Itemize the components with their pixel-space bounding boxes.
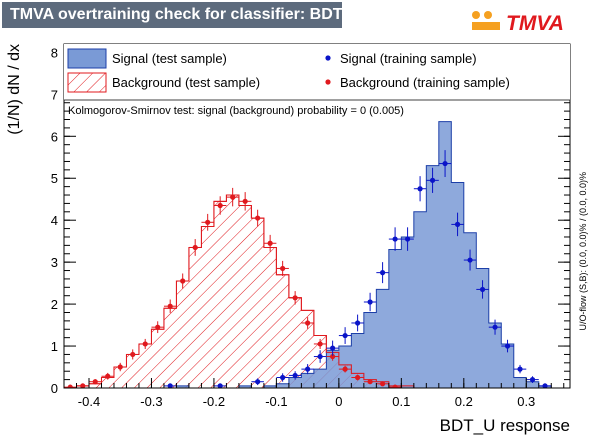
legend-box bbox=[64, 44, 570, 100]
x-tick-label: -0.1 bbox=[265, 394, 287, 409]
y-tick-label: 0 bbox=[51, 381, 58, 396]
signal-train-point bbox=[317, 353, 323, 360]
signal-train-point bbox=[305, 366, 311, 372]
signal-train-point bbox=[355, 320, 361, 326]
background-train-point bbox=[255, 215, 261, 221]
y-tick-label: 8 bbox=[51, 45, 58, 60]
x-axis-title: BDT_U response bbox=[440, 416, 570, 435]
background-train-point bbox=[330, 353, 336, 360]
y-tick-label: 5 bbox=[51, 171, 58, 186]
signal-train-point bbox=[167, 383, 173, 388]
signal-train-point bbox=[467, 257, 473, 263]
tmva-logo: TMVA bbox=[472, 11, 564, 35]
x-tick-label: -0.4 bbox=[78, 394, 100, 409]
y-tick-label: 2 bbox=[51, 297, 58, 312]
background-train-point bbox=[392, 384, 398, 388]
signal-train-point bbox=[529, 377, 536, 383]
background-train-point bbox=[205, 219, 211, 225]
signal-train-point bbox=[280, 374, 286, 381]
background-train-point bbox=[292, 295, 298, 301]
background-train-point bbox=[355, 374, 361, 381]
background-train-point bbox=[342, 366, 348, 372]
background-train-point bbox=[230, 194, 236, 200]
y-tick-label: 6 bbox=[51, 129, 58, 144]
background-train-point bbox=[92, 379, 98, 385]
signal-train-point bbox=[517, 366, 523, 372]
y-tick-label: 4 bbox=[51, 213, 58, 228]
ks-test-annotation: Kolmogorov-Smirnov test: signal (backgro… bbox=[68, 105, 404, 117]
overflow-note: U/O-flow (S,B): (0.0, 0.0)% / (0.0, 0.0)… bbox=[578, 172, 588, 331]
signal-train-point bbox=[404, 236, 411, 242]
background-train-point bbox=[80, 383, 86, 388]
background-train-point bbox=[67, 384, 73, 388]
background-train-point bbox=[379, 381, 386, 387]
signal-train-point bbox=[392, 236, 398, 242]
signal-train-point bbox=[454, 221, 461, 227]
signal-train-point bbox=[342, 332, 348, 339]
logo-text: TMVA bbox=[506, 12, 564, 35]
signal-train-point bbox=[417, 186, 423, 192]
logo-icon bbox=[472, 11, 500, 30]
background-train-point bbox=[317, 341, 323, 347]
background-train-point bbox=[142, 341, 148, 347]
background-train-point bbox=[217, 202, 223, 209]
legend-background-test-label: Background (test sample) bbox=[112, 75, 260, 90]
x-tick-label: 0 bbox=[335, 394, 342, 409]
signal-train-point bbox=[492, 324, 498, 330]
y-axis-title: (1/N) dN / dx bbox=[6, 44, 23, 135]
signal-train-point bbox=[379, 270, 386, 276]
x-tick-label: 0.3 bbox=[517, 394, 535, 409]
signal-train-point bbox=[429, 177, 436, 183]
legend-signal-test-label: Signal (test sample) bbox=[112, 51, 227, 66]
x-tick-label: -0.2 bbox=[203, 394, 225, 409]
legend-signal-test-swatch bbox=[67, 48, 107, 69]
signal-train-point bbox=[292, 372, 298, 379]
y-tick-label: 7 bbox=[51, 87, 58, 102]
background-train-point bbox=[367, 379, 373, 385]
background-train-point bbox=[280, 265, 286, 272]
background-train-point bbox=[130, 351, 136, 358]
background-train-point bbox=[267, 240, 273, 246]
signal-train-point bbox=[367, 299, 373, 305]
background-train-point bbox=[305, 320, 311, 326]
signal-train-point bbox=[479, 286, 486, 293]
background-train-point bbox=[117, 364, 123, 370]
background-train-point bbox=[155, 324, 161, 330]
background-train-point bbox=[105, 373, 111, 379]
signal-train-point bbox=[442, 160, 448, 167]
x-tick-label: 0.1 bbox=[392, 394, 410, 409]
background-train-point bbox=[180, 278, 186, 284]
signal-train-point bbox=[542, 383, 548, 388]
x-tick-label: -0.3 bbox=[140, 394, 162, 409]
signal-train-point bbox=[504, 343, 511, 349]
y-tick-label: 1 bbox=[51, 339, 58, 354]
background-train-point bbox=[242, 198, 248, 204]
background-train-point bbox=[192, 244, 198, 251]
y-tick-label: 3 bbox=[51, 255, 58, 270]
background-test-outline bbox=[64, 194, 564, 388]
background-train-point bbox=[167, 303, 173, 309]
x-tick-label: 0.2 bbox=[455, 394, 473, 409]
legend-background-train-marker bbox=[325, 79, 331, 85]
legend-background-train-label: Background (training sample) bbox=[340, 75, 510, 90]
legend-signal-train-marker bbox=[325, 55, 331, 61]
legend-background-test-swatch bbox=[67, 72, 107, 93]
chart-title: TMVA overtraining check for classifier: … bbox=[2, 2, 363, 28]
signal-train-point bbox=[217, 383, 223, 388]
signal-train-point bbox=[255, 379, 261, 385]
signal-train-point bbox=[330, 345, 336, 351]
legend-signal-train-label: Signal (training sample) bbox=[340, 51, 477, 66]
